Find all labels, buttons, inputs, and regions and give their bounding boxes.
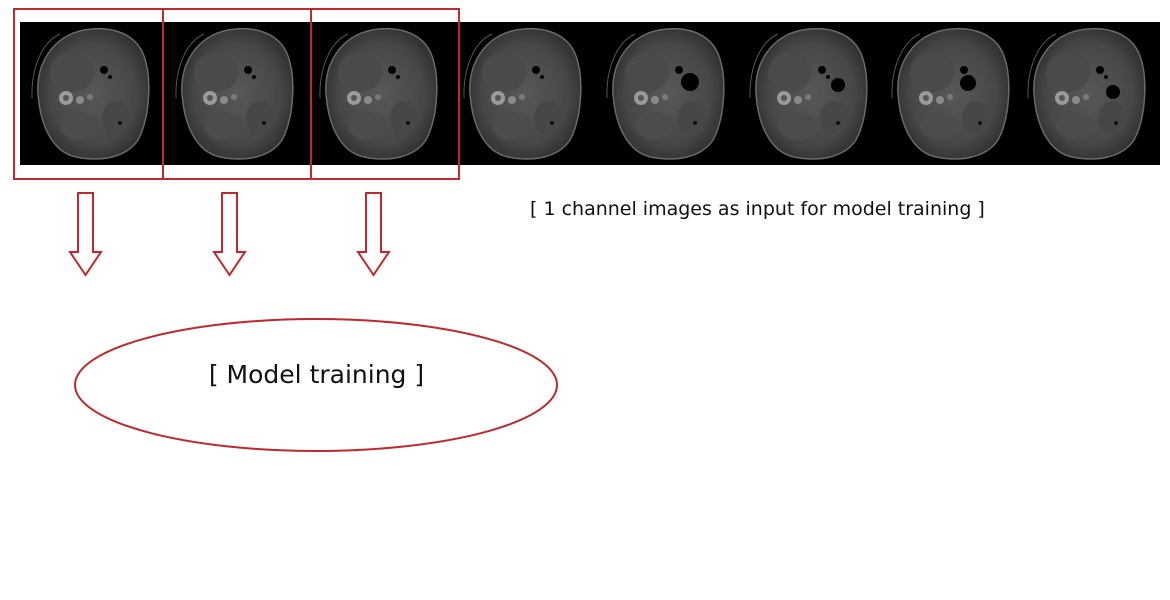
ct-slice-image [737, 21, 883, 166]
selection-box [310, 8, 460, 180]
ct-slice-image [307, 21, 453, 166]
model-training-ellipse [74, 318, 558, 452]
ct-slice-image [1015, 21, 1161, 166]
down-arrow-icon [212, 192, 247, 277]
ct-slice-image [163, 21, 309, 166]
down-arrow-icon [68, 192, 103, 277]
down-arrow-icon [356, 192, 391, 277]
ct-slice-image [19, 21, 165, 166]
ct-slice-image [594, 21, 740, 166]
ct-slice-image [451, 21, 597, 166]
ct-slice-image [879, 21, 1025, 166]
input-caption: [ 1 channel images as input for model tr… [530, 198, 985, 220]
model-training-label: [ Model training ] [208, 360, 425, 389]
